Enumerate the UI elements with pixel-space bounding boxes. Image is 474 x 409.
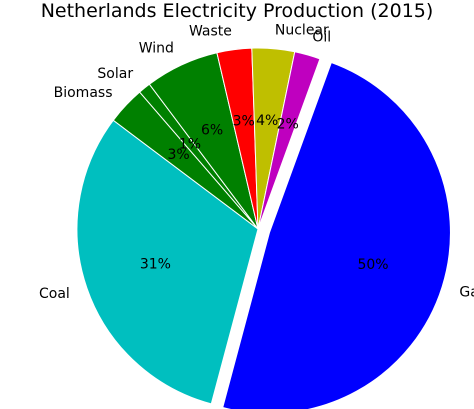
pie-slice-gas	[222, 61, 451, 409]
category-label-oil: Oil	[312, 30, 331, 46]
category-label-biomass: Biomass	[54, 85, 113, 101]
pct-label-coal: 31%	[140, 257, 171, 273]
pct-label-waste: 3%	[233, 113, 255, 129]
category-label-coal: Coal	[39, 286, 70, 302]
category-label-solar: Solar	[97, 66, 133, 82]
category-label-gas: Gas	[459, 284, 474, 300]
pct-label-nuclear: 4%	[256, 113, 278, 129]
pie-slice-oil	[257, 51, 321, 230]
category-label-waste: Waste	[189, 24, 232, 40]
category-label-nuclear: Nuclear	[275, 23, 329, 39]
pct-label-wind: 6%	[201, 123, 223, 139]
pct-label-gas: 50%	[357, 257, 388, 273]
category-label-wind: Wind	[139, 41, 174, 57]
pie-slices	[76, 47, 451, 409]
pct-label-oil: 2%	[277, 117, 299, 133]
chart-title: Netherlands Electricity Production (2015…	[41, 0, 434, 22]
pct-label-solar: 1%	[179, 136, 201, 152]
pie-slice-coal	[76, 119, 259, 405]
pie-percent-labels: 50%31%3%1%6%3% 4%2%	[140, 113, 389, 273]
pct-label-biomass: 3%	[167, 147, 189, 163]
